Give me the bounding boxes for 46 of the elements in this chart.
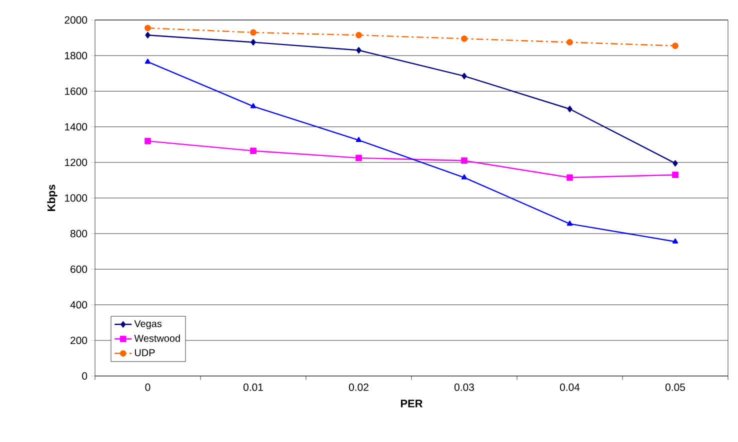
x-tick-label: 0.05 [665,384,685,391]
point [567,106,572,112]
point [672,160,678,166]
point [250,148,256,154]
y-tick-label: 1200 [65,158,88,166]
point [461,157,468,164]
point [566,174,573,181]
x-tick-label: 0.01 [243,384,263,391]
y-tick-label: 1600 [65,88,88,95]
point [356,136,362,142]
point [356,32,362,38]
x-tick-label: 0.04 [560,384,580,391]
point [356,47,362,54]
point [250,39,256,46]
point [566,39,573,46]
y-axis-title: Kbps [47,184,58,211]
point [356,154,362,162]
legend-label: Vegas [134,320,162,330]
x-tick-label: 0 [145,384,150,391]
y-tick-label: 600 [70,266,88,273]
y-tick-label: 200 [70,336,88,344]
y-tick-label: 2000 [64,16,88,24]
point [462,72,467,80]
legend-label: UDP [134,349,155,356]
y-tick-label: 1000 [65,194,88,202]
point [250,103,256,108]
x-tick-label: 0.03 [454,384,474,391]
point [672,238,678,244]
y-tick-label: 1400 [65,123,88,131]
point [145,32,150,38]
y-tick-label: 1800 [65,52,88,60]
point [250,29,256,36]
point [461,174,468,180]
point [144,138,151,144]
x-tick-label: 0.02 [348,384,368,391]
point [144,24,151,32]
x-axis-title: PER [400,400,423,408]
point [672,172,678,178]
point [144,58,151,64]
y-tick-label: 400 [70,301,88,309]
point [566,220,573,226]
y-tick-label: 800 [70,230,88,238]
legend-label: Westwood [134,334,180,342]
point [461,36,468,42]
point [672,42,678,49]
y-tick-label: 0 [82,372,88,380]
